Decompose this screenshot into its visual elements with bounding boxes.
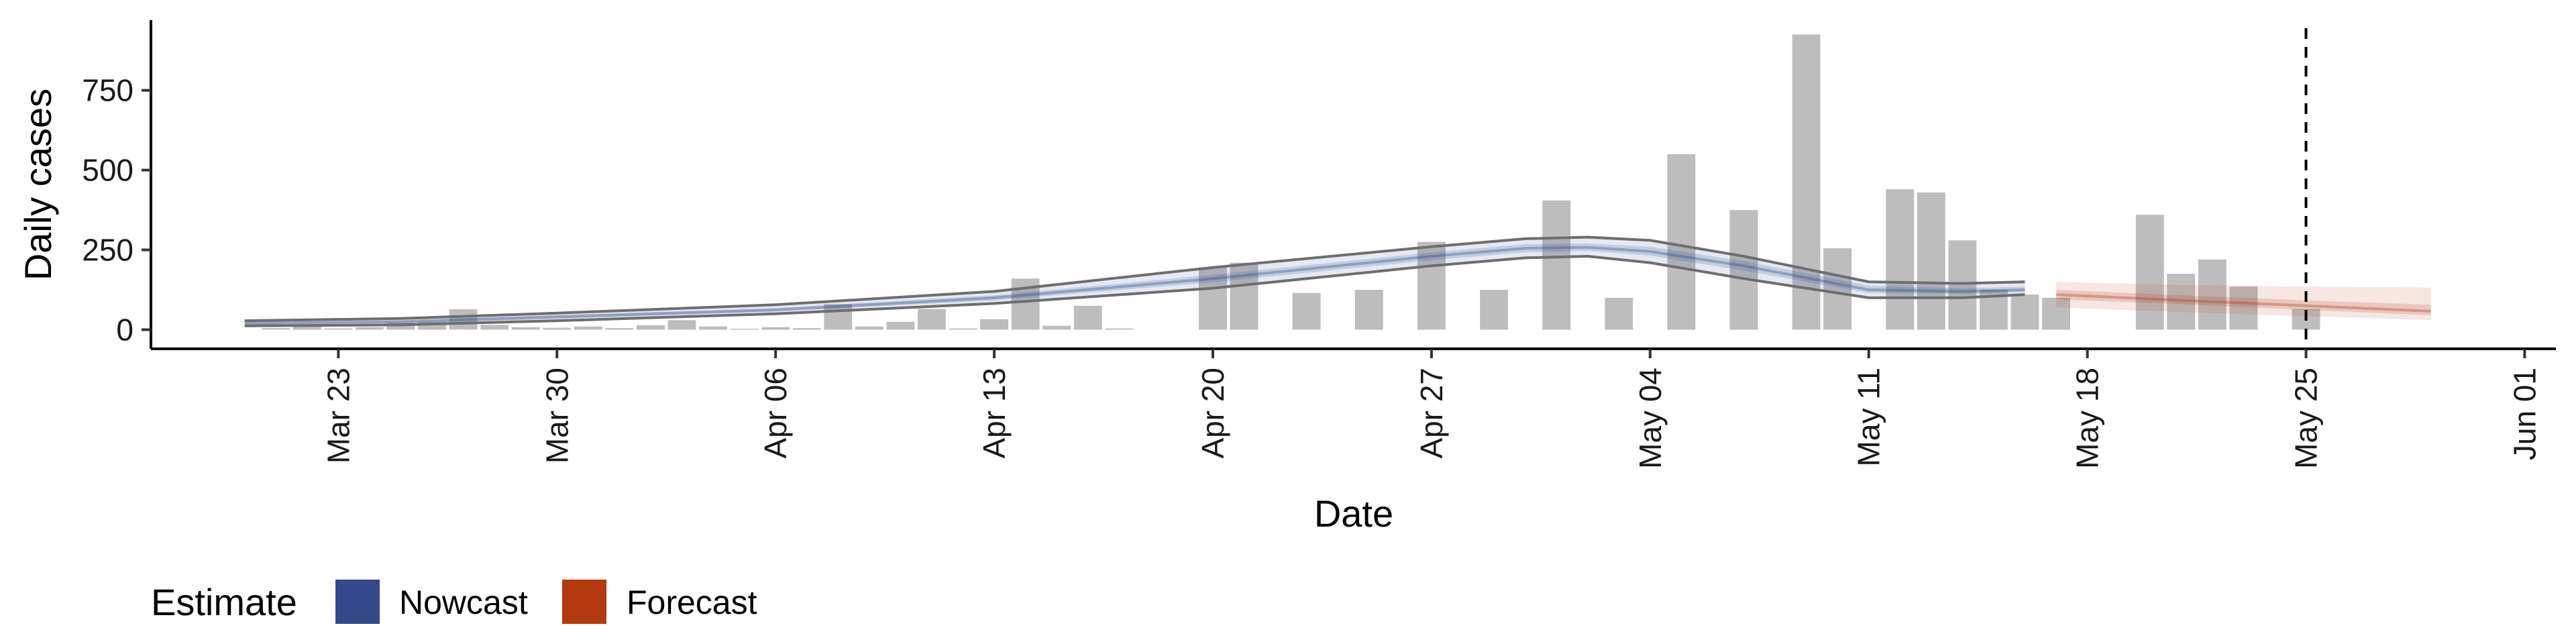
legend-swatch-nowcast <box>335 580 380 624</box>
bar-2020-03-24 <box>356 327 384 330</box>
y-tick-label-250: 250 <box>82 233 133 268</box>
estimate-band-layer <box>244 235 2431 327</box>
bar-2020-04-11 <box>918 309 946 330</box>
bar-2020-04-13 <box>980 319 1008 330</box>
bar-2020-03-29 <box>511 327 540 330</box>
bar-2020-03-21 <box>262 328 290 330</box>
bar-2020-04-20 <box>1199 267 1227 330</box>
bar-2020-05-17 <box>2042 297 2070 330</box>
x-axis-title: Date <box>1314 492 1393 535</box>
x-tick-label-2020-04-27: Apr 27 <box>1414 368 1449 459</box>
axes-layer: 0 250 500 750 Mar 23 Mar 30 Apr 06 Apr 13 Apr 20… <box>82 20 2556 469</box>
nowcast-upper-line <box>244 235 2025 323</box>
legend-swatch-forecast <box>562 580 606 624</box>
bar-2020-04-12 <box>949 328 977 330</box>
nowcast-median-line <box>244 246 2025 325</box>
bar-2020-05-21 <box>2167 274 2196 330</box>
legend-label-forecast: Forecast <box>627 584 757 621</box>
bar-2020-05-12 <box>1886 189 1915 330</box>
bar-2020-05-14 <box>1948 240 1977 330</box>
bar-2020-05-01 <box>1542 200 1571 330</box>
bar-2020-04-09 <box>855 326 883 330</box>
forecast-band-50 <box>2056 290 2431 315</box>
bar-2020-04-27 <box>1417 241 1446 330</box>
nowcast-band-50 <box>244 244 2025 325</box>
bar-2020-04-16 <box>1073 305 1102 330</box>
legend-label-nowcast: Nowcast <box>399 584 528 621</box>
y-tick-label-500: 500 <box>82 153 133 188</box>
bar-2020-04-23 <box>1292 292 1321 330</box>
bar-2020-04-02 <box>637 325 665 330</box>
x-tick-label-2020-03-23: Mar 23 <box>321 368 356 464</box>
nowcast-lower-line <box>244 254 2025 327</box>
bar-2020-05-10 <box>1823 248 1852 330</box>
x-tick-label-2020-05-25: May 25 <box>2289 368 2324 469</box>
bar-2020-04-10 <box>886 321 915 330</box>
bar-layer <box>262 34 2320 330</box>
bar-2020-05-16 <box>2010 294 2039 330</box>
x-tick-label-2020-03-30: Mar 30 <box>539 368 574 464</box>
x-tick-label-2020-06-01: Jun 01 <box>2507 368 2542 460</box>
bar-2020-05-13 <box>1917 192 1945 330</box>
x-tick-label-2020-04-06: Apr 06 <box>758 368 793 459</box>
bar-2020-05-07 <box>1729 210 1758 330</box>
bar-2020-03-31 <box>574 326 602 330</box>
bar-2020-04-21 <box>1230 262 1258 330</box>
bar-2020-04-06 <box>761 327 790 330</box>
bar-2020-05-23 <box>2229 286 2258 330</box>
bar-2020-05-03 <box>1605 297 1633 330</box>
bar-2020-05-05 <box>1667 154 1696 330</box>
legend-title: Estimate <box>151 581 297 623</box>
forecast-band-90 <box>2056 282 2431 321</box>
bar-2020-04-03 <box>667 320 696 330</box>
bar-2020-04-01 <box>605 328 634 330</box>
bar-2020-04-07 <box>792 328 821 330</box>
y-axis-title: Daily cases <box>17 89 59 280</box>
forecast-median-line <box>2056 293 2431 313</box>
bar-2020-04-17 <box>1105 328 1134 330</box>
bar-2020-04-08 <box>824 304 853 330</box>
x-tick-label-2020-05-11: May 11 <box>1851 368 1886 466</box>
x-tick-label-2020-04-13: Apr 13 <box>977 368 1012 459</box>
bar-2020-04-29 <box>1480 290 1508 330</box>
bar-2020-03-23 <box>324 328 353 330</box>
y-tick-label-750: 750 <box>82 73 133 108</box>
bar-2020-04-25 <box>1354 290 1383 330</box>
bar-2020-04-15 <box>1042 325 1071 330</box>
bar-2020-05-09 <box>1792 34 1821 330</box>
x-tick-label-2020-05-04: May 04 <box>1633 368 1668 469</box>
bar-2020-05-22 <box>2198 259 2226 330</box>
bar-2020-03-27 <box>449 309 478 330</box>
bar-2020-04-04 <box>699 326 727 330</box>
y-tick-label-0: 0 <box>116 312 133 347</box>
bar-2020-03-22 <box>292 326 321 330</box>
bar-2020-05-20 <box>2135 215 2164 330</box>
bar-2020-03-26 <box>418 321 446 330</box>
x-tick-label-2020-04-20: Apr 20 <box>1195 368 1230 459</box>
bar-2020-03-30 <box>543 327 572 330</box>
x-tick-label-2020-05-18: May 18 <box>2070 368 2105 469</box>
nowcast-band-90 <box>244 237 2025 326</box>
legend: Estimate Nowcast Forecast <box>151 580 757 624</box>
bar-2020-03-28 <box>480 325 509 330</box>
